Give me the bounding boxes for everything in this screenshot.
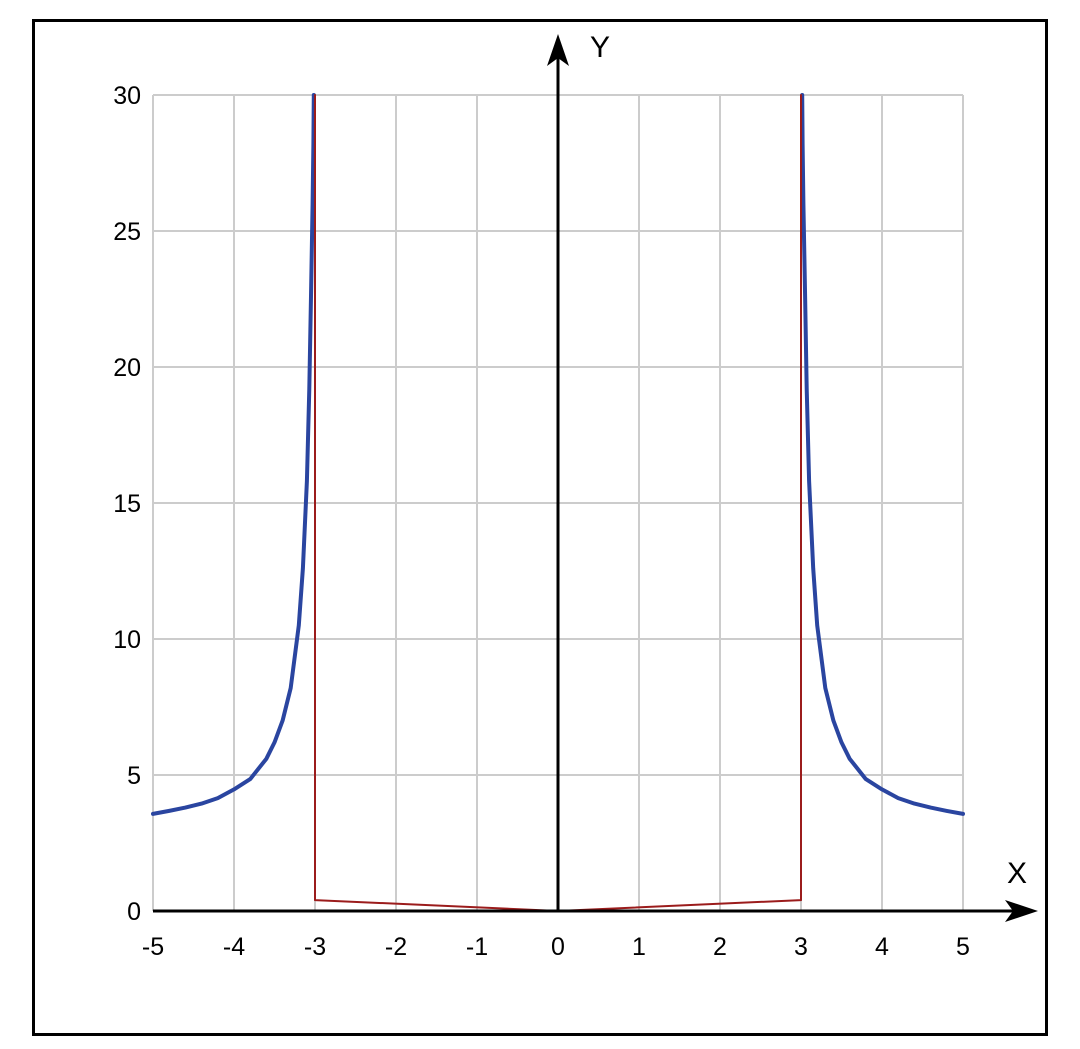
x-tick-label: 4 [875,933,889,961]
y-tick-label: 0 [127,898,141,926]
x-axis-title: X [1007,857,1027,890]
x-tick-label: -3 [304,933,326,961]
x-tick-label: 3 [794,933,808,961]
y-tick-label: 25 [113,218,141,246]
y-tick-label: 15 [113,490,141,518]
x-axis-arrow [1005,900,1038,922]
x-tick-label: 1 [632,933,646,961]
x-tick-label: 0 [551,933,565,961]
y-tick-label: 5 [127,762,141,790]
curve-series-1 [800,93,965,816]
x-tick-label: 5 [956,933,970,961]
x-tick-label: -1 [466,933,488,961]
tick-labels: -5 -4 -3 -2 -1 0 1 2 3 4 5 0 5 10 15 20 25 30 [113,82,970,961]
x-tick-label: -5 [142,933,164,961]
line-chart: X Y -5 -4 -3 -2 -1 0 1 2 3 4 5 0 5 10 15 20 25 30 [113,31,1038,961]
y-axis-title: Y [590,31,610,64]
x-tick-label: -4 [223,933,245,961]
y-tick-label: 10 [113,626,141,654]
chart-frame: X Y -5 -4 -3 -2 -1 0 1 2 3 4 5 0 5 10 15 20 25 30 [32,19,1048,1036]
y-axis-arrow [547,34,569,66]
y-tick-label: 30 [113,82,141,110]
curve-series-0 [151,93,316,816]
y-tick-label: 20 [113,354,141,382]
x-tick-label: 2 [713,933,727,961]
axes: X Y [153,31,1038,922]
x-tick-label: -2 [385,933,407,961]
